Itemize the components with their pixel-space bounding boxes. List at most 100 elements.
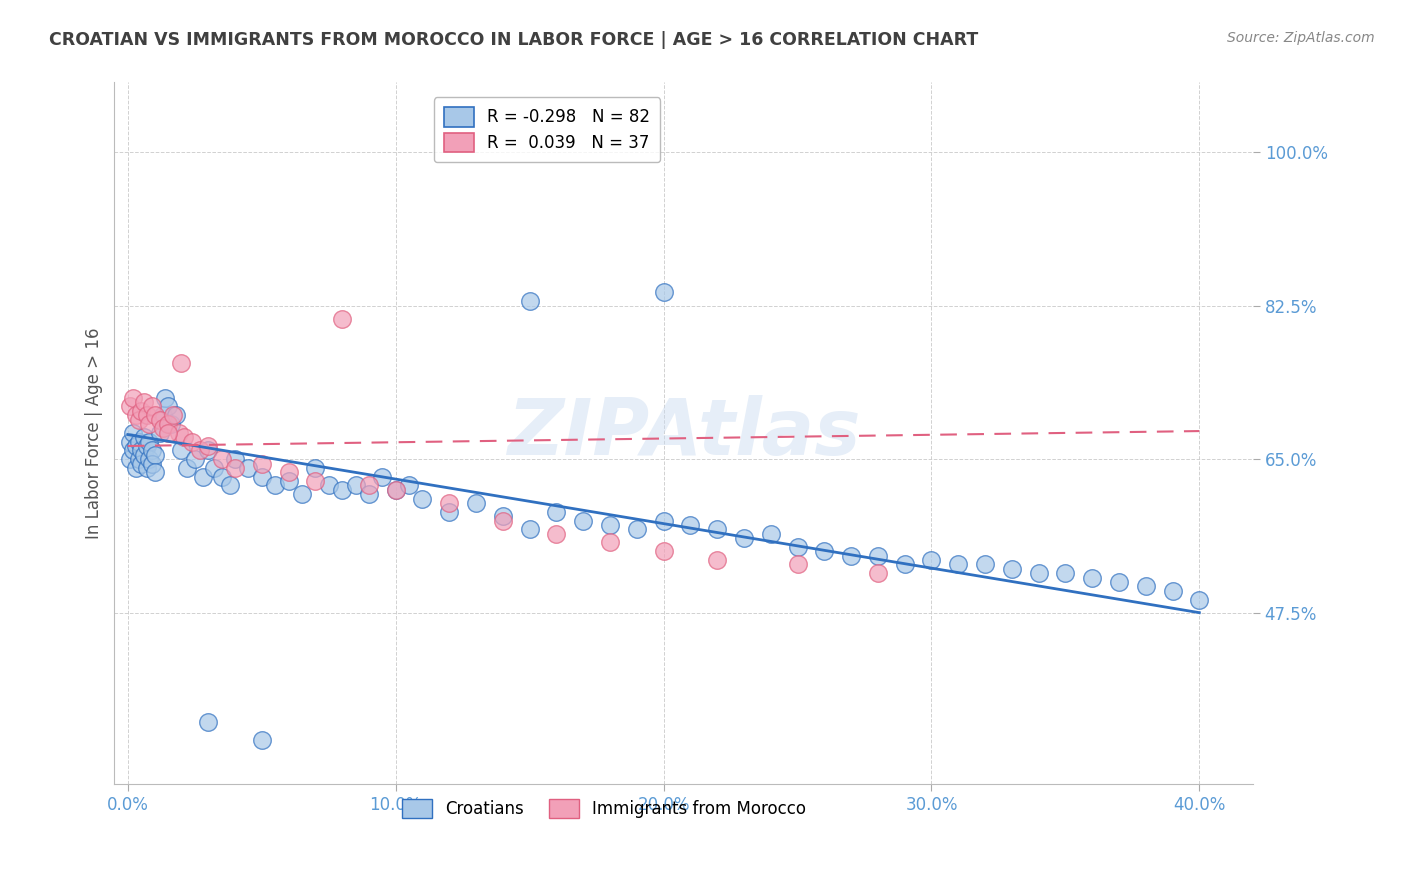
Point (250, 732, 273, 747)
Point (492, 509, 515, 524)
Point (152, 421, 174, 435)
Point (120, 452, 142, 467)
Point (132, 448, 155, 462)
Point (706, 553, 728, 567)
Point (143, 409, 166, 423)
Point (197, 715, 219, 730)
Point (125, 461, 148, 475)
Point (211, 469, 233, 483)
Point (143, 448, 166, 462)
Point (572, 514, 595, 528)
Point (152, 409, 174, 423)
Point (122, 443, 145, 458)
Point (184, 452, 207, 467)
Point (304, 461, 326, 475)
Point (679, 517, 702, 532)
Point (866, 566, 889, 581)
Point (238, 461, 260, 475)
Point (519, 522, 541, 536)
Point (1108, 574, 1130, 589)
Point (141, 443, 163, 458)
Point (492, 514, 515, 528)
Text: ZIPAtlas: ZIPAtlas (508, 395, 860, 471)
Point (202, 461, 225, 475)
Point (866, 549, 889, 563)
Point (128, 452, 150, 467)
Point (129, 443, 152, 458)
Point (277, 465, 299, 479)
Point (893, 558, 915, 572)
Point (318, 478, 340, 492)
Point (546, 505, 568, 519)
Point (398, 478, 420, 492)
Point (138, 417, 160, 431)
Legend: Croatians, Immigrants from Morocco: Croatians, Immigrants from Morocco (395, 792, 813, 824)
Point (439, 505, 461, 519)
Point (188, 443, 211, 458)
Point (129, 404, 152, 418)
Point (149, 425, 172, 440)
Point (197, 439, 219, 453)
Point (156, 425, 179, 440)
Point (948, 558, 970, 572)
Point (357, 478, 380, 492)
Point (733, 531, 755, 545)
Point (191, 469, 214, 483)
Text: CROATIAN VS IMMIGRANTS FROM MOROCCO IN LABOR FORCE | AGE > 16 CORRELATION CHART: CROATIAN VS IMMIGRANTS FROM MOROCCO IN L… (49, 31, 979, 49)
Point (277, 474, 299, 488)
Point (357, 487, 380, 501)
Point (128, 434, 150, 449)
Point (125, 409, 148, 423)
Point (128, 412, 150, 426)
Point (626, 522, 648, 536)
Point (125, 439, 148, 453)
Point (974, 558, 997, 572)
Point (156, 417, 179, 431)
Point (138, 452, 160, 467)
Point (135, 439, 157, 453)
Point (197, 443, 219, 458)
Point (224, 452, 246, 467)
Point (1135, 579, 1157, 593)
Point (141, 400, 163, 414)
Point (519, 294, 541, 309)
Point (759, 526, 782, 541)
Point (135, 461, 157, 475)
Point (264, 478, 287, 492)
Point (167, 425, 190, 440)
Point (1161, 583, 1184, 598)
Point (162, 409, 184, 423)
Point (344, 478, 367, 492)
Point (439, 496, 461, 510)
Point (143, 465, 166, 479)
Point (181, 434, 204, 449)
Point (330, 311, 353, 326)
Point (599, 517, 621, 532)
Point (839, 549, 862, 563)
Point (411, 491, 433, 506)
Point (250, 457, 273, 471)
Point (170, 356, 193, 370)
Point (546, 526, 568, 541)
Point (132, 430, 155, 444)
Point (149, 412, 172, 426)
Point (141, 457, 163, 471)
Point (652, 514, 675, 528)
Point (176, 461, 198, 475)
Point (1001, 562, 1024, 576)
Point (384, 483, 406, 497)
Point (224, 461, 246, 475)
Point (652, 544, 675, 558)
Point (1188, 592, 1211, 607)
Point (120, 434, 142, 449)
Point (920, 553, 942, 567)
Y-axis label: In Labor Force | Age > 16: In Labor Force | Age > 16 (86, 327, 103, 539)
Point (599, 535, 621, 549)
Point (135, 409, 157, 423)
Point (786, 558, 808, 572)
Point (155, 391, 177, 405)
Point (170, 443, 193, 458)
Point (120, 400, 142, 414)
Point (706, 522, 728, 536)
Point (786, 540, 808, 554)
